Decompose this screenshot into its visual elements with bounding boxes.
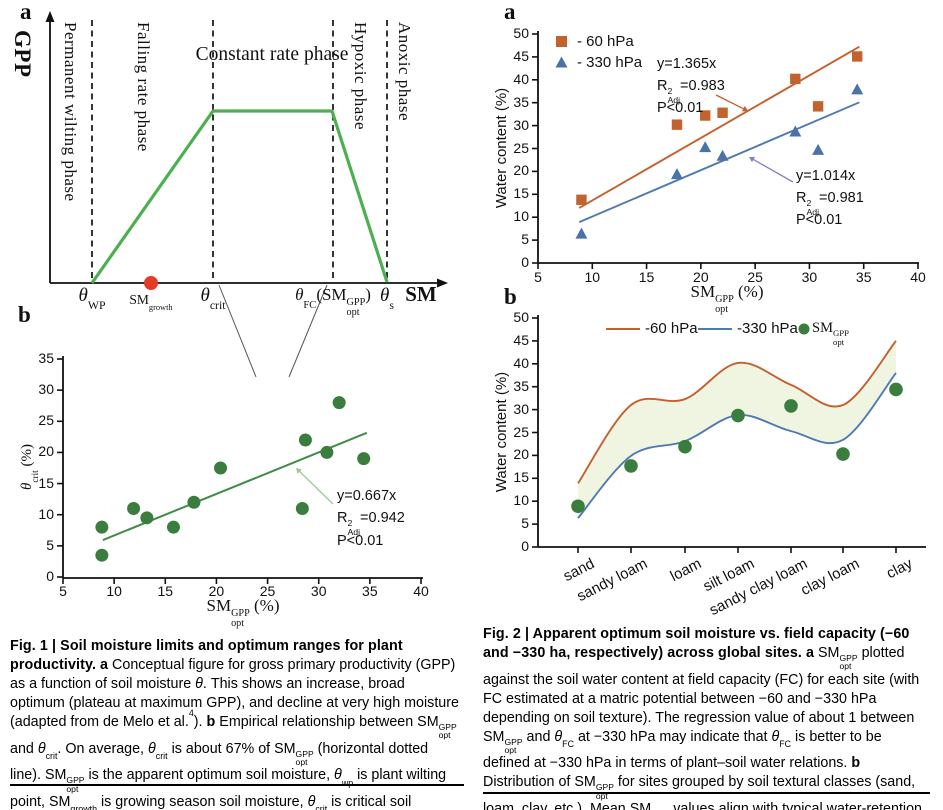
fig1b-point (95, 520, 109, 534)
fig2a-square-point (671, 119, 683, 130)
fig2a-triangle-point (716, 149, 729, 161)
fig2a-square-point (699, 110, 711, 121)
fig1-connector-left (218, 284, 257, 378)
fig2a-annotation0-arrow-head (742, 105, 748, 112)
fig2a-square-point (576, 194, 587, 205)
fig1b-point (295, 501, 309, 515)
fig2a-triangle-point (670, 168, 683, 180)
fig2a-square-point (812, 101, 824, 112)
fig2a-legend-square (556, 36, 567, 47)
fig2a-annotation1-arrow (751, 157, 794, 183)
fig1b-point (127, 501, 141, 515)
fig2a-legend-triangle (555, 56, 568, 68)
fig1b-point (332, 396, 346, 410)
fig1b-point (140, 511, 154, 525)
fig2b-smopt-point (571, 499, 585, 514)
fig1a-gpp-curve (90, 109, 389, 284)
fig1a-smgrowth-dot (144, 276, 158, 290)
fig2-caption: Fig. 2 | Apparent optimum soil moisture … (483, 626, 922, 810)
fig1b-annotation-arrow-head (296, 468, 302, 474)
fig1-connector-right (288, 284, 328, 378)
fig2b-smopt-point (731, 408, 745, 423)
fig1b-annotation-arrow (297, 469, 334, 505)
fig1b-point (357, 452, 371, 466)
fig2a-annotation0-arrow (715, 94, 746, 111)
fig2b-curve-60hpa (577, 340, 897, 484)
fig1-caption: Fig. 1 | Soil moisture limits and optimu… (10, 638, 459, 810)
fig1b-point (320, 445, 334, 459)
fig2a-square-point (790, 73, 801, 85)
fig2b-band-fill (578, 340, 896, 519)
fig2a-square-point (717, 107, 728, 118)
fig2b-legend-dot (798, 323, 810, 335)
fig2a-triangle-point (812, 143, 825, 155)
fig1b-point (95, 548, 109, 562)
fig1b-point (214, 461, 228, 475)
fig2b-smopt-point (889, 382, 903, 397)
fig2a-regression-0 (578, 45, 860, 209)
fig2a-annotation1-arrow-head (749, 156, 755, 163)
fig2b-smopt-point (624, 459, 638, 473)
fig1a-x-arrowhead (437, 278, 448, 288)
fig2b-smopt-point (784, 399, 798, 413)
fig2b-smopt-point (678, 439, 692, 454)
fig2a-triangle-point (575, 227, 588, 239)
fig1-caption-rule (10, 784, 464, 786)
fig1b-point (298, 433, 312, 447)
fig2a-triangle-point (699, 141, 712, 153)
fig2a-triangle-point (851, 83, 864, 95)
fig1a-y-arrowhead (45, 11, 55, 22)
fig1b-point (187, 495, 201, 509)
fig2a-square-point (851, 51, 863, 62)
fig2a-regression-1 (578, 101, 860, 224)
fig2a-triangle-point (789, 125, 802, 137)
fig2-caption-rule (483, 792, 930, 794)
fig1b-point (166, 520, 180, 534)
fig2b-smopt-point (836, 447, 850, 461)
